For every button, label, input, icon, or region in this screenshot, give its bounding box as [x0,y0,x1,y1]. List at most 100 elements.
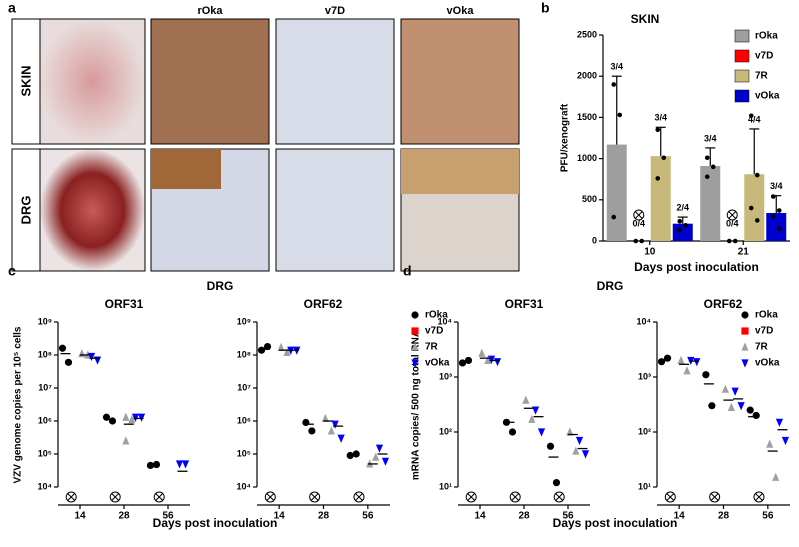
data-point [331,420,339,429]
data-point [737,402,745,411]
legend-label: rOka [755,310,778,321]
legend-marker [741,342,749,351]
data-point [508,428,517,436]
x-tick-label: 14 [674,511,686,522]
panel-label: d [403,263,412,279]
x-tick-label: 10 [644,247,656,258]
data-point [575,436,584,446]
y-tick-label: 10³ [439,371,452,381]
column-label: vOka [447,5,475,17]
legend-marker [411,342,419,351]
y-tick-label: 10⁵ [38,448,52,458]
fraction-label: 0/4 [632,218,645,228]
x-tick-label: 14 [74,511,86,522]
data-point [337,434,345,443]
row-label-box [11,18,41,145]
y-tick-label: 1500 [577,112,597,122]
data-point [175,460,184,469]
chart-title: SKIN [631,12,660,26]
data-point [710,164,716,170]
x-axis-label: Days post inoculation [634,260,759,274]
data-point [308,427,316,435]
legend-label: vOka [425,358,450,369]
legend-marker [741,327,749,335]
data-point [770,213,776,219]
data-point [522,395,530,404]
data-point [748,113,754,119]
y-tick-label: 10⁴ [38,481,52,491]
legend-label: vOka [755,358,780,369]
none-detected [155,493,164,501]
data-point [327,426,335,435]
data-point [572,446,580,455]
bar [744,174,765,241]
panel-a: a SKIN DRG rOka v7D vOka [8,0,520,272]
y-tick-label: 10⁸ [38,349,52,359]
x-tick-label: 28 [718,511,730,522]
y-axis-label: VZV genome copies per 10⁵ cells [13,326,24,483]
bar [606,144,627,241]
legend-marker [741,311,749,319]
row-label-box [11,148,41,272]
y-tick-label: 10⁴ [237,481,251,491]
column-label: v7D [325,5,345,17]
legend-marker [411,311,419,319]
row-label: DRG [18,196,33,225]
data-point [122,412,130,421]
none-detected [710,493,719,501]
legend-label: v7D [755,326,773,337]
data-point [108,417,117,425]
data-point [277,342,285,351]
data-point [781,436,790,446]
none-detected [511,493,520,501]
data-point [617,112,623,118]
y-tick-label: 10⁹ [237,316,251,326]
x-tick-label: 28 [518,511,530,522]
micrograph [275,18,395,145]
x-axis-label: Days post inoculation [553,516,678,530]
y-axis-label: mRNA copies/ 500 ng total RNA [411,330,422,480]
data-point [302,418,310,427]
data-point [727,402,735,412]
legend-label: rOka [755,31,778,42]
legend-label: vOka [755,91,780,102]
y-tick-label: 10² [638,426,651,436]
data-point [726,238,732,244]
fraction-label: 3/4 [610,62,623,72]
legend-label: 7R [425,342,439,353]
none-detected [266,493,275,501]
none-detected [355,493,363,501]
x-tick-label: 56 [562,511,574,522]
data-point [639,238,645,244]
data-point [128,415,136,424]
data-point [122,436,130,445]
legend-label: 7R [755,342,769,353]
legend-swatch [734,69,750,83]
y-tick-label: 500 [582,194,597,204]
x-tick-label: 28 [318,511,330,522]
fraction-label: 2/4 [676,202,689,212]
fraction-label: 3/4 [770,181,783,191]
data-point [731,387,739,396]
bar [766,212,787,241]
x-tick-label: 56 [762,511,774,522]
x-tick-label: 14 [274,511,286,522]
data-point [478,348,486,357]
data-point [770,194,776,199]
micrograph-stain [401,149,519,194]
y-tick-label: 10⁶ [38,415,52,425]
y-tick-label: 10⁸ [237,349,251,359]
none-detected [555,493,564,501]
none-detected [666,493,675,501]
fraction-label: 3/4 [704,133,717,143]
data-point [661,155,667,161]
data-point [257,346,266,354]
bar [672,223,693,241]
bar [700,166,721,241]
data-point [528,414,536,423]
data-point [484,355,492,365]
y-axis-label: PFU/xenograft [560,103,571,172]
data-point [381,457,390,466]
column-label: rOka [197,5,223,17]
